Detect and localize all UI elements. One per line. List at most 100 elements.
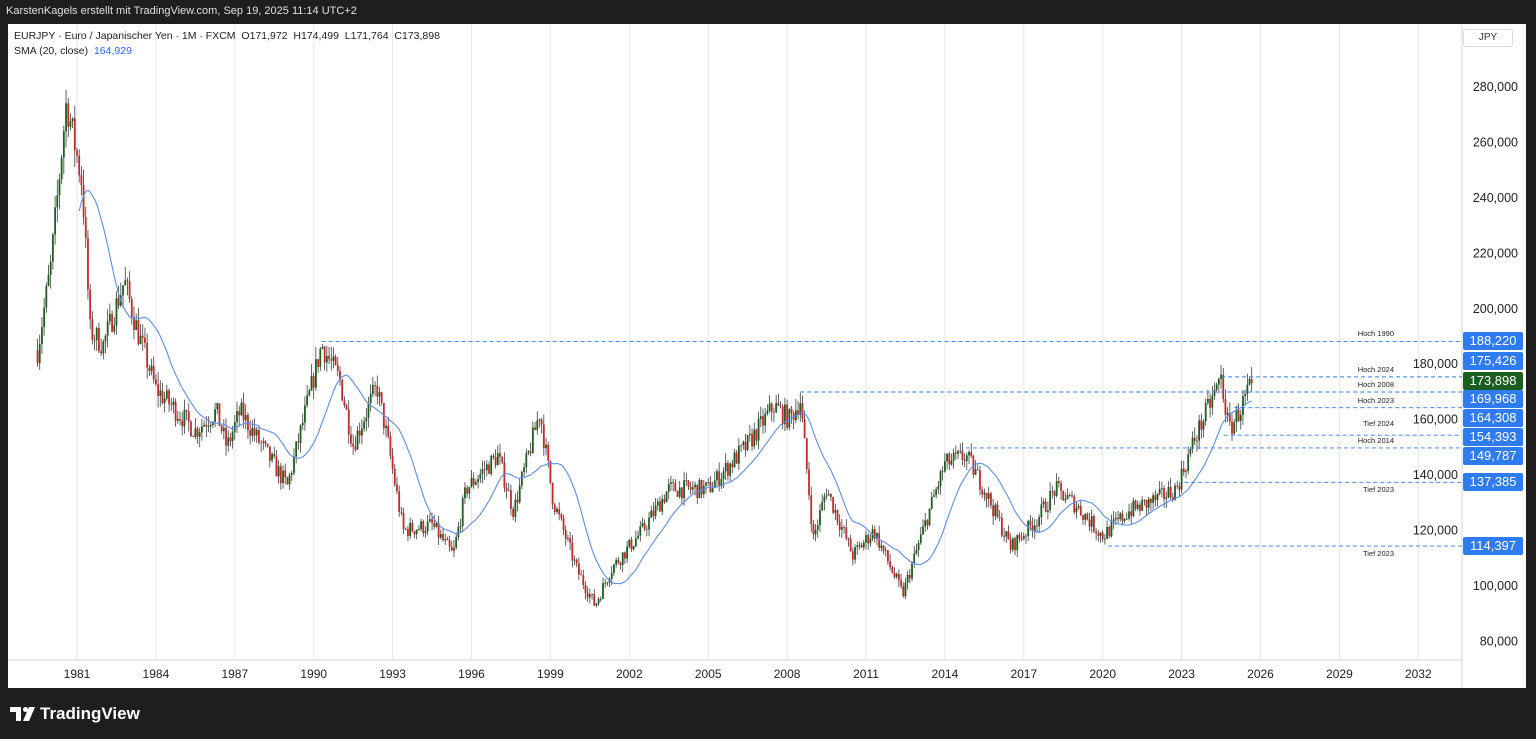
candle-body <box>461 498 464 527</box>
candle-body <box>858 545 861 546</box>
candle-body <box>356 430 359 450</box>
candle-body <box>540 419 543 425</box>
candle-body <box>1244 393 1247 397</box>
candle-body <box>1246 384 1249 394</box>
candle-body <box>917 543 920 550</box>
candle-body <box>496 453 499 466</box>
candle-body <box>51 234 54 262</box>
candle-body <box>361 428 363 436</box>
candle-body <box>801 403 804 419</box>
candle-body <box>411 522 414 532</box>
candle-body <box>957 451 959 454</box>
candle-body <box>681 487 683 499</box>
level-price-box: 149,787 <box>1463 447 1523 465</box>
candle-body <box>82 185 85 218</box>
candle-body <box>860 545 863 548</box>
candle-body <box>494 456 497 466</box>
candle-body <box>630 539 633 550</box>
candle-body <box>264 441 267 444</box>
candle-body <box>731 463 734 468</box>
candle-body <box>827 493 830 496</box>
candle-body <box>113 325 116 332</box>
candle-body <box>950 460 953 465</box>
candle-body <box>1000 517 1003 536</box>
candle-body <box>299 425 302 443</box>
candle-body <box>551 482 554 505</box>
candle-body <box>1114 517 1117 520</box>
candle-body <box>873 529 876 539</box>
candle-body <box>1099 532 1102 536</box>
currency-button[interactable]: JPY <box>1463 29 1513 47</box>
candle-body <box>240 402 243 416</box>
candle-body <box>334 356 337 365</box>
x-tick-label: 2026 <box>1247 667 1274 681</box>
candle-body <box>477 478 479 483</box>
candle-body <box>865 535 867 543</box>
candle-body <box>78 155 81 176</box>
candle-body <box>606 582 609 584</box>
candle-body <box>670 482 672 484</box>
candle-body <box>1106 526 1108 539</box>
candle-body <box>102 341 105 354</box>
candle-body <box>146 342 149 368</box>
y-tick-label: 280,000 <box>1473 80 1518 94</box>
candle-body <box>906 574 909 583</box>
candle-body <box>155 379 157 384</box>
candle-body <box>998 516 1001 518</box>
candle-body <box>713 480 716 488</box>
chart-panel[interactable]: 1981 1984 1987 1990 1993 1996 1999 2002 2005 2008… <box>8 24 1526 688</box>
candle-body <box>198 432 201 437</box>
candle-body <box>799 403 802 415</box>
candle-body <box>1187 454 1190 472</box>
candle-body <box>773 411 775 413</box>
candle-body <box>718 471 721 486</box>
candle-body <box>1117 517 1119 520</box>
candle-body <box>1154 495 1157 501</box>
candle-body <box>251 427 254 436</box>
candle-body <box>786 404 788 428</box>
candle-body <box>1033 525 1036 532</box>
candle-body <box>805 438 808 470</box>
candle-body <box>1128 511 1130 519</box>
candle-body <box>442 534 444 541</box>
candle-body <box>301 422 304 426</box>
candle-body <box>1040 504 1043 518</box>
candle-body <box>1097 533 1100 536</box>
candle-body <box>91 319 94 340</box>
candle-body <box>564 530 567 539</box>
candle-body <box>65 103 67 132</box>
level-label: Hoch 2008 <box>1357 380 1394 389</box>
candle-body <box>1191 437 1194 449</box>
candle-body <box>503 462 506 488</box>
candle-body <box>126 280 129 282</box>
candle-body <box>428 519 431 522</box>
candle-body <box>994 504 997 517</box>
candle-body <box>510 490 512 509</box>
candle-body <box>825 495 828 497</box>
sma-line <box>78 189 1252 585</box>
candle-body <box>124 280 127 286</box>
sma-label[interactable]: SMA (20, close) <box>14 45 89 57</box>
candle-body <box>573 559 576 561</box>
candle-body <box>1250 378 1253 384</box>
candle-body <box>604 583 607 584</box>
x-tick-label: 2005 <box>695 667 722 681</box>
candle-body <box>1248 378 1251 385</box>
candle-body <box>466 487 469 494</box>
credit-line: KarstenKagels erstellt mit TradingView.c… <box>6 5 357 17</box>
candle-body <box>1242 396 1244 415</box>
candle-body <box>615 559 618 565</box>
candle-body <box>144 337 146 343</box>
candle-body <box>523 467 525 473</box>
candle-body <box>247 415 249 431</box>
candle-body <box>1134 500 1137 509</box>
candle-body <box>915 549 918 554</box>
symbol-info[interactable]: EURJPY · Euro / Japanischer Yen · 1M · F… <box>14 30 236 42</box>
price-chart[interactable]: 1981 1984 1987 1990 1993 1996 1999 2002 2005 2008… <box>8 24 1526 688</box>
candle-body <box>255 429 258 436</box>
candle-body <box>1176 485 1179 487</box>
candle-body <box>959 450 962 452</box>
candle-body <box>95 327 98 341</box>
candle-body <box>512 508 515 517</box>
candle-body <box>624 552 626 559</box>
